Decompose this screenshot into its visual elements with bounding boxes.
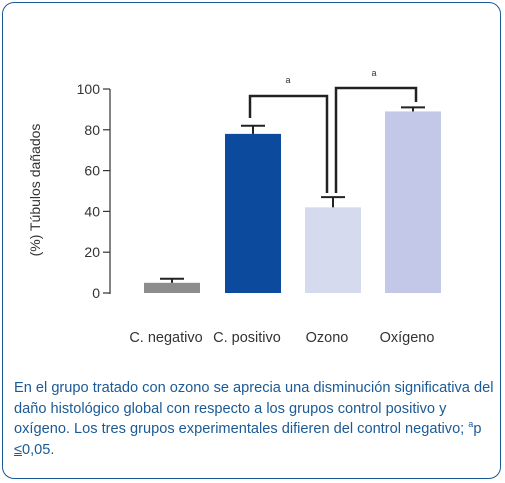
bar: [225, 133, 281, 293]
category-label: C. negativo: [129, 330, 202, 346]
category-labels: C. negativo C. positivo Ozono Oxígeno: [129, 330, 434, 346]
caption-le-symbol: ≤: [14, 441, 23, 458]
bar: [305, 207, 361, 293]
y-tick-label: 0: [92, 285, 100, 301]
bar: [144, 282, 200, 293]
figure-frame: [2, 2, 501, 479]
significance-bracket: [248, 94, 329, 193]
significance-bracket: [334, 86, 418, 193]
caption-threshold: 0,05.: [22, 441, 55, 458]
category-label: C. positivo: [213, 330, 281, 346]
caption-text: En el grupo tratado con ozono se aprecia…: [14, 380, 494, 437]
category-label: Ozono: [306, 330, 349, 346]
y-tick-label: 100: [77, 81, 101, 97]
y-axis-label: (%) Túbulos dañados: [27, 124, 43, 257]
y-tick-label: 40: [84, 203, 100, 219]
y-tick-label: 80: [84, 122, 100, 138]
category-label: Oxígeno: [380, 330, 435, 346]
bars: [144, 111, 441, 293]
error-bars: [160, 106, 425, 283]
y-tick-label: 20: [84, 244, 100, 260]
axes: 0 20 40 60 80 100: [77, 81, 111, 301]
significance-label: a: [371, 68, 376, 78]
significance-label: a: [285, 75, 290, 85]
significance-brackets: aa: [248, 68, 418, 193]
caption-p: p: [473, 421, 482, 437]
y-tick-label: 60: [84, 163, 100, 179]
figure-caption: En el grupo tratado con ozono se aprecia…: [14, 378, 494, 460]
bar: [385, 111, 441, 293]
caption-superscript: a: [468, 419, 474, 430]
